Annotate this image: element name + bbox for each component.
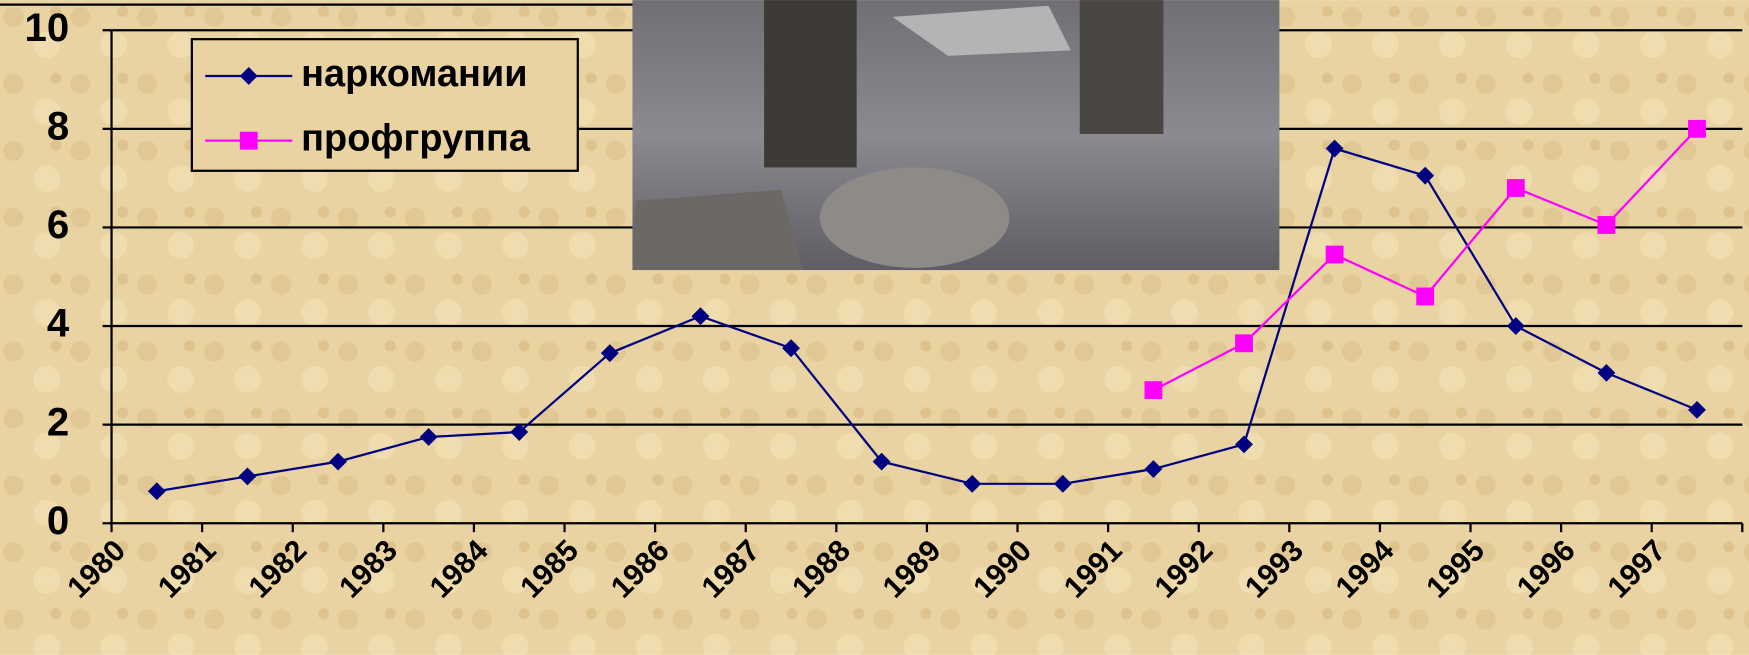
marker xyxy=(1506,179,1525,197)
marker xyxy=(147,482,166,501)
marker xyxy=(1597,363,1616,382)
marker xyxy=(600,344,619,363)
marker xyxy=(1144,460,1163,478)
y-tick-label: 6 xyxy=(47,202,69,247)
line xyxy=(156,147,1698,493)
y-tick-label: 2 xyxy=(47,399,69,444)
legend: наркомании профгруппа xyxy=(190,38,579,172)
photo xyxy=(632,0,1280,271)
marker xyxy=(1144,381,1163,400)
y-tick-label: 8 xyxy=(47,103,69,148)
marker xyxy=(1688,400,1706,419)
marker xyxy=(419,428,438,446)
marker xyxy=(963,474,982,493)
marker xyxy=(691,307,710,326)
marker xyxy=(1416,287,1435,306)
legend-label: профгруппа xyxy=(301,118,531,160)
legend-marker xyxy=(239,131,258,150)
marker xyxy=(1688,119,1706,138)
legend-label: наркомании xyxy=(301,53,527,95)
marker xyxy=(782,339,800,358)
marker xyxy=(510,423,529,441)
marker xyxy=(1416,166,1435,185)
marker xyxy=(1597,216,1616,234)
marker xyxy=(1325,245,1344,264)
y-tick-label: 0 xyxy=(47,498,69,543)
y-tick-label: 10 xyxy=(25,5,70,50)
y-tick-label: 4 xyxy=(47,301,70,346)
legend-marker xyxy=(239,67,258,85)
marker xyxy=(1235,334,1253,353)
